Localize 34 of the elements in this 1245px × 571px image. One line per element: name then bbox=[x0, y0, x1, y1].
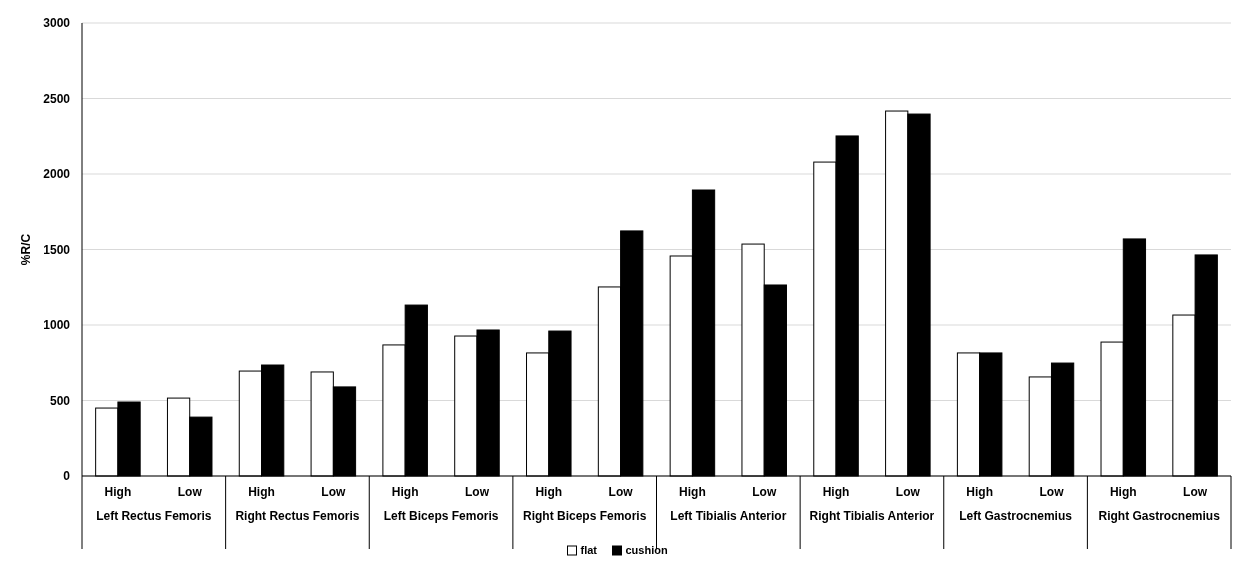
y-axis-title: %R/C bbox=[19, 233, 33, 266]
text: Right Gastrocnemius bbox=[1098, 509, 1221, 523]
y-tick-label: 2500 bbox=[43, 91, 71, 106]
x-tick-label: High bbox=[248, 485, 275, 499]
x-tick-label: Low bbox=[1183, 485, 1208, 499]
text: Left Biceps Femoris bbox=[383, 509, 499, 523]
x-tick-label: Low bbox=[1039, 485, 1065, 499]
y-tick-label: 500 bbox=[49, 393, 71, 408]
y-tick-label: 1500 bbox=[43, 242, 71, 257]
x-tick-label: Low bbox=[321, 485, 346, 499]
x-tick-label: Low bbox=[895, 485, 921, 499]
x-tick-label: High bbox=[679, 485, 706, 499]
text: Right Rectus Femoris bbox=[235, 509, 360, 523]
y-tick-label: 0 bbox=[63, 469, 71, 484]
text: Right Biceps Femoris bbox=[523, 509, 647, 523]
x-tick-label: Low bbox=[608, 485, 634, 499]
text: Right Tibialis Anterior bbox=[809, 509, 935, 523]
text: Left Gastrocnemius bbox=[959, 509, 1073, 523]
x-tick-label: High bbox=[1109, 485, 1137, 499]
x-tick-label: Low bbox=[177, 485, 203, 499]
x-tick-label: High bbox=[104, 485, 132, 499]
x-tick-label: High bbox=[966, 485, 993, 499]
text: Left Rectus Femoris bbox=[96, 509, 212, 523]
y-tick-label: 1000 bbox=[43, 318, 71, 333]
text: Left Tibialis Anterior bbox=[670, 509, 787, 523]
x-tick-label: High bbox=[391, 485, 419, 499]
y-tick-label: 3000 bbox=[43, 16, 71, 31]
x-tick-label: Low bbox=[752, 485, 777, 499]
y-tick-label: 2000 bbox=[43, 167, 71, 182]
x-tick-label: Low bbox=[464, 485, 490, 499]
legend-label: cushion bbox=[625, 544, 668, 556]
x-tick-label: High bbox=[535, 485, 563, 499]
legend-label: flat bbox=[580, 544, 598, 556]
x-tick-label: High bbox=[822, 485, 850, 499]
